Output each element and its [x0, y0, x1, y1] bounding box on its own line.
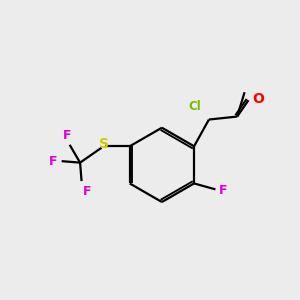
Text: S: S [99, 137, 109, 151]
Text: F: F [219, 184, 227, 197]
Text: F: F [49, 154, 57, 168]
Text: F: F [63, 129, 71, 142]
Text: Cl: Cl [188, 100, 201, 113]
Text: F: F [83, 184, 92, 198]
Text: O: O [252, 92, 264, 106]
